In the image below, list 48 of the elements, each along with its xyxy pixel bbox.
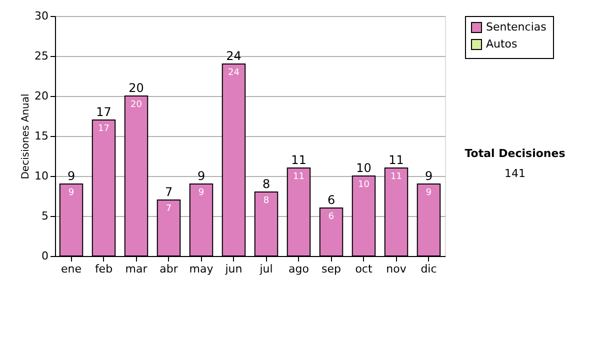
x-tick-label: dic (420, 262, 437, 276)
data-label: 9 (198, 188, 204, 198)
data-label: 24 (228, 68, 240, 78)
data-label: 9 (426, 188, 432, 198)
y-tick-label: 15 (34, 130, 48, 142)
text: Total Decisiones (464, 147, 566, 160)
total-label: 17 (96, 105, 112, 119)
y-tick-label: 25 (34, 50, 48, 62)
data-label: 11 (390, 172, 402, 182)
x-tick-label: ago (288, 262, 310, 276)
y-tick-label: 20 (34, 90, 48, 102)
x-tick-label: may (189, 262, 214, 276)
data-label: 8 (263, 196, 270, 206)
y-tick-label: 10 (34, 170, 48, 182)
legend-label: Autos (486, 38, 518, 50)
data-label: 9 (68, 188, 74, 198)
total-label: 10 (356, 161, 372, 175)
x-tick-label: jul (258, 262, 273, 276)
data-label: 6 (328, 212, 334, 222)
x-tick-label: sep (322, 262, 342, 276)
x-tick-label: oct (355, 262, 373, 276)
total-label: 24 (226, 49, 242, 63)
data-label: 11 (293, 172, 304, 182)
data-label: 7 (166, 204, 172, 214)
total-label: 11 (388, 153, 404, 167)
x-tick-label: nov (386, 262, 407, 276)
x-tick-label: abr (160, 262, 178, 276)
data-label: 20 (130, 100, 142, 110)
x-tick-label: ene (60, 262, 82, 276)
total-label: 6 (327, 193, 336, 207)
y-axis-title: Decisiones Anual (20, 94, 32, 180)
data-label: 10 (358, 180, 370, 190)
x-tick-label: feb (94, 262, 113, 276)
total-label: 20 (128, 81, 144, 95)
total-label: 9 (424, 169, 433, 183)
y-tick-label: 30 (34, 10, 48, 22)
total-label: 7 (164, 185, 173, 199)
text: 141 (504, 167, 526, 180)
total-label: 11 (291, 153, 306, 167)
x-tick-label: jun (224, 262, 242, 276)
data-label: 17 (98, 124, 110, 134)
total-label: 8 (262, 177, 270, 191)
x-tick-label: mar (125, 262, 148, 276)
total-label: 9 (67, 169, 76, 183)
y-tick-label: 0 (42, 250, 48, 262)
total-label: 9 (197, 169, 206, 183)
y-tick-label: 5 (42, 210, 48, 222)
legend-label: Sentencias (486, 20, 547, 34)
